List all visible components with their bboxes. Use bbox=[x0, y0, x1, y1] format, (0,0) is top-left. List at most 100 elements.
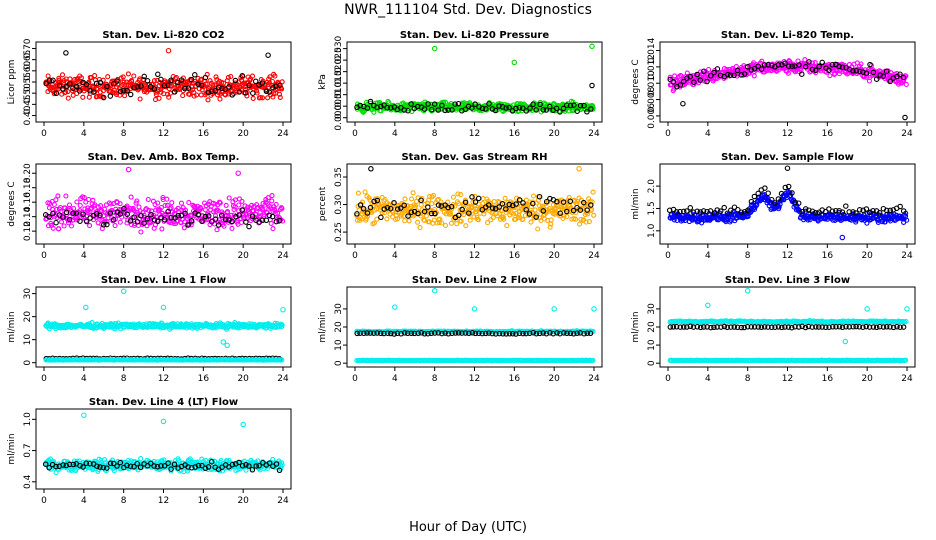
data-point bbox=[748, 198, 755, 205]
data-point bbox=[581, 330, 587, 337]
data-point bbox=[588, 202, 594, 208]
data-point bbox=[680, 208, 687, 215]
data-point bbox=[513, 201, 519, 207]
data-point bbox=[273, 218, 280, 225]
data-point bbox=[377, 330, 384, 337]
y-tick-label: 1.0 bbox=[23, 412, 33, 427]
outlier-point bbox=[591, 306, 597, 312]
data-point bbox=[584, 330, 591, 336]
x-tick-label: 4 bbox=[392, 129, 398, 139]
data-point bbox=[466, 210, 472, 216]
data-point bbox=[198, 206, 204, 212]
data-point bbox=[870, 324, 877, 330]
data-point bbox=[523, 207, 529, 213]
data-point bbox=[690, 324, 697, 330]
data-point bbox=[50, 77, 56, 84]
data-point bbox=[741, 208, 748, 215]
data-point bbox=[65, 95, 71, 101]
data-point bbox=[168, 205, 174, 211]
data-point bbox=[141, 73, 147, 80]
plot-frame bbox=[659, 163, 916, 245]
data-point bbox=[273, 201, 279, 208]
points-layer bbox=[354, 43, 596, 115]
data-point bbox=[229, 218, 235, 225]
data-point bbox=[144, 215, 151, 222]
x-tick-label: 8 bbox=[432, 251, 438, 261]
data-point bbox=[246, 223, 252, 230]
data-point bbox=[212, 201, 218, 207]
data-point bbox=[755, 63, 761, 69]
outlier-point bbox=[165, 47, 172, 54]
panel-title: Stan. Dev. Line 3 Flow bbox=[725, 275, 850, 286]
data-point bbox=[570, 207, 577, 214]
panel-title: Stan. Dev. Li-820 CO2 bbox=[102, 30, 224, 41]
y-tick-label: 0.40 bbox=[23, 105, 33, 125]
data-point bbox=[131, 73, 137, 79]
data-point bbox=[583, 219, 589, 225]
panel-title: Stan. Dev. Amb. Box Temp. bbox=[88, 152, 240, 163]
panel-title: Stan. Dev. Li-820 Pressure bbox=[400, 30, 550, 41]
data-point bbox=[263, 88, 270, 95]
data-point bbox=[447, 211, 454, 217]
data-point bbox=[125, 71, 131, 77]
data-point bbox=[225, 74, 231, 80]
data-point bbox=[406, 218, 412, 224]
x-tick-label: 16 bbox=[198, 374, 210, 384]
y-axis-label: kPa bbox=[318, 74, 328, 90]
x-tick-label: 20 bbox=[861, 251, 873, 261]
data-point bbox=[813, 324, 819, 330]
data-point bbox=[374, 197, 381, 204]
data-point bbox=[697, 209, 704, 215]
outlier-point bbox=[220, 339, 227, 345]
data-point bbox=[224, 209, 231, 215]
data-point bbox=[563, 102, 570, 109]
data-point bbox=[205, 97, 211, 103]
data-point bbox=[486, 330, 492, 336]
data-point bbox=[205, 213, 212, 219]
data-point bbox=[156, 95, 162, 101]
data-point bbox=[467, 217, 473, 223]
data-point bbox=[704, 324, 710, 330]
data-point bbox=[863, 206, 870, 212]
data-point bbox=[557, 210, 563, 216]
data-point bbox=[471, 202, 478, 208]
data-point bbox=[748, 324, 755, 330]
x-tick-label: 12 bbox=[469, 374, 480, 384]
data-point bbox=[564, 208, 570, 215]
data-point bbox=[442, 330, 448, 336]
data-point bbox=[138, 83, 144, 89]
outlier-point bbox=[224, 342, 230, 349]
data-point bbox=[138, 212, 144, 219]
data-point bbox=[410, 190, 416, 196]
data-point bbox=[249, 202, 255, 208]
data-point bbox=[188, 213, 195, 219]
data-point bbox=[687, 205, 694, 211]
data-point bbox=[509, 330, 516, 337]
data-point bbox=[155, 200, 161, 206]
data-point bbox=[543, 198, 550, 205]
data-point bbox=[492, 107, 499, 114]
data-point bbox=[557, 109, 563, 115]
data-point bbox=[769, 62, 775, 69]
x-tick-label: 24 bbox=[277, 496, 289, 506]
x-tick-label: 20 bbox=[548, 374, 560, 384]
x-tick-label: 16 bbox=[509, 129, 521, 139]
data-point bbox=[418, 330, 425, 336]
data-point bbox=[533, 214, 539, 220]
data-point bbox=[131, 214, 137, 220]
data-point bbox=[219, 212, 225, 219]
data-point bbox=[73, 83, 80, 90]
data-point bbox=[883, 68, 890, 74]
data-point bbox=[272, 73, 278, 79]
data-point bbox=[388, 330, 394, 337]
data-point bbox=[408, 209, 415, 215]
x-tick-label: 24 bbox=[588, 374, 600, 384]
x-tick-label: 4 bbox=[81, 251, 87, 261]
data-point bbox=[486, 101, 492, 107]
data-point bbox=[501, 216, 507, 222]
data-point bbox=[371, 330, 377, 336]
data-point bbox=[802, 324, 809, 331]
data-point bbox=[401, 330, 408, 336]
data-point bbox=[887, 207, 893, 214]
data-point bbox=[751, 73, 757, 79]
